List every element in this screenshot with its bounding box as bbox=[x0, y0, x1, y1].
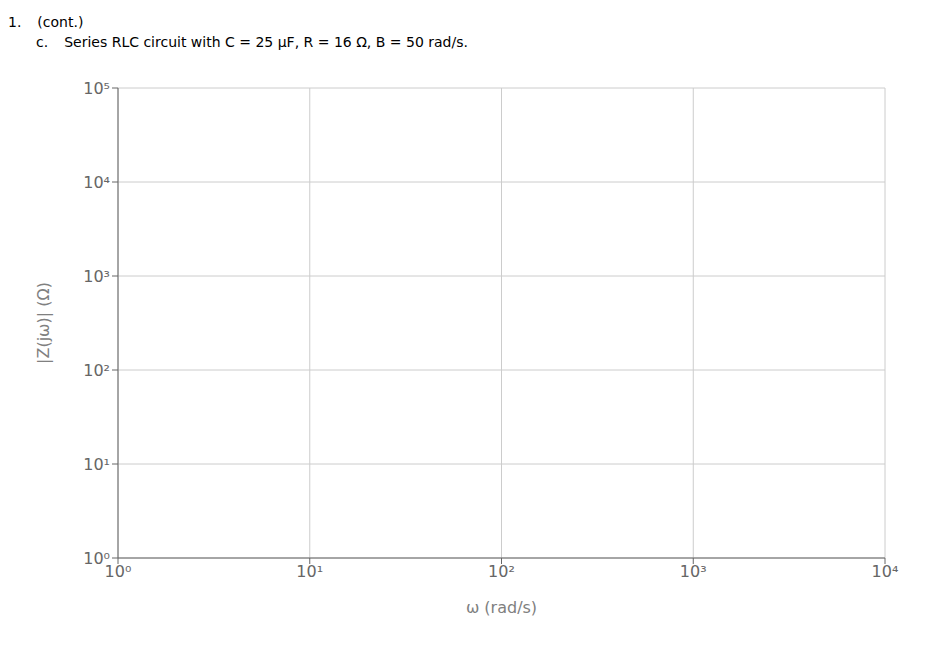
svg-text:10⁴: 10⁴ bbox=[872, 562, 899, 581]
svg-text:10¹: 10¹ bbox=[296, 562, 323, 581]
svg-text:10⁰: 10⁰ bbox=[104, 562, 132, 582]
html-text:1.: 1. bbox=[8, 14, 22, 30]
svg-text:10⁴: 10⁴ bbox=[83, 173, 110, 192]
svg-text:ω (rad/s): ω (rad/s) bbox=[466, 598, 537, 617]
svg-text:10⁵: 10⁵ bbox=[83, 79, 110, 98]
html-text:(cont.): (cont.) bbox=[37, 14, 84, 30]
svg-text:|Z(jω)| (Ω): |Z(jω)| (Ω) bbox=[34, 282, 53, 364]
html-text:c.: c. bbox=[36, 34, 49, 50]
svg-text:10⁰: 10⁰ bbox=[83, 549, 110, 568]
html-text:Series RLC circuit with C = 25: Series RLC circuit with C = 25 μF, R = 1… bbox=[64, 34, 468, 50]
svg-text:10³: 10³ bbox=[680, 562, 707, 581]
svg-text:10³: 10³ bbox=[83, 267, 110, 286]
svg-text:10²: 10² bbox=[488, 562, 515, 581]
svg-text:10¹: 10¹ bbox=[83, 455, 110, 474]
svg-text:10²: 10² bbox=[83, 361, 110, 380]
